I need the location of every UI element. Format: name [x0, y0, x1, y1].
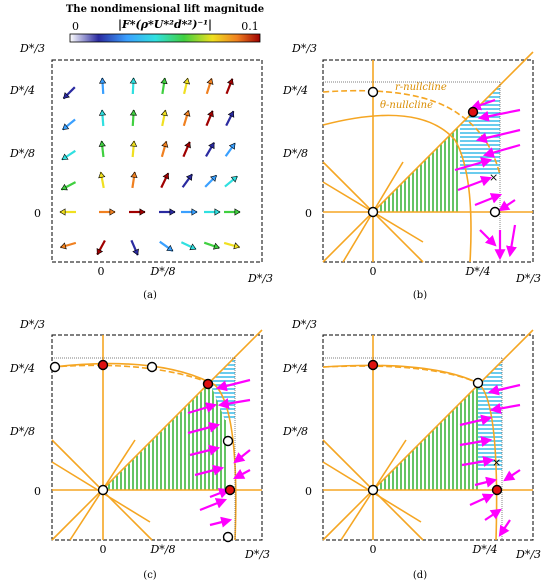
lift-arrow-head [213, 243, 219, 249]
colorbar-title: The nondimensional lift magnitude [66, 4, 264, 15]
panel-c: D*/3 D*/4 D*/8 0 0 D*/8 D*/3 (c) [9, 318, 270, 581]
cross-marker: × [489, 171, 498, 184]
lift-arrow-head [208, 111, 214, 117]
caption-d: (d) [413, 570, 427, 581]
panel-d-xtick-d3: D*/3 [515, 548, 541, 561]
fixed-point-origin [369, 208, 378, 217]
panel-b-ytick-d3: D*/3 [291, 42, 317, 55]
panel-a-ytick-d4: D*/4 [9, 84, 35, 97]
fixed-point-unstable [474, 379, 483, 388]
lift-arrow-head [131, 141, 137, 146]
panel-d-ytick-d8: D*/8 [282, 425, 308, 438]
colorbar-max-label: 0.1 [241, 20, 259, 33]
panel-d-xtick-zero: 0 [370, 543, 377, 556]
panel-b-xtick-d4: D*/4 [464, 265, 490, 278]
panel-c-ytick-d3: D*/3 [19, 318, 45, 331]
panel-c-xtick-zero: 0 [100, 543, 107, 556]
panel-d: × D*/3 D*/4 D*/8 0 0 D*/4 D*/3 (d) [282, 318, 541, 581]
lift-arrow-head [100, 78, 106, 83]
colorbar-gradient [70, 34, 260, 42]
cross-marker: × [492, 456, 501, 469]
lift-arrow-head [110, 209, 115, 215]
fixed-point-stable [204, 380, 213, 389]
theta-nullcline-label: θ-nullcline [380, 100, 433, 111]
fixed-point-stable [99, 361, 108, 370]
panel-a-xtick-d3: D*/3 [247, 272, 273, 285]
panel-a-frame [52, 60, 262, 262]
panel-b-ytick-d8: D*/8 [282, 147, 308, 160]
panel-d-xtick-d4: D*/4 [471, 543, 497, 556]
panel-c-ytick-zero: 0 [34, 485, 41, 498]
panel-b: r-nullcline θ-nullcline × D*/3 D*/4 D*/8… [282, 42, 541, 301]
lift-arrow-head [161, 78, 167, 84]
lift-arrow-head [99, 110, 105, 115]
fixed-point-stable [226, 486, 235, 495]
lift-arrow-head [228, 79, 234, 85]
fixed-point-stable [469, 108, 478, 117]
lift-arrow-head [99, 141, 105, 146]
panel-b-xtick-zero: 0 [370, 265, 377, 278]
panel-a-xtick-zero: 0 [98, 265, 105, 278]
fixed-point-unstable [224, 533, 233, 542]
lift-arrow-head [99, 172, 105, 178]
fixed-point-unstable [369, 88, 378, 97]
panel-d-ytick-d4: D*/4 [282, 362, 308, 375]
colorbar-formula: |F*(ρ*U*²d*²)⁻¹| [118, 18, 212, 31]
stable-region-hatch [103, 383, 228, 490]
panel-b-ytick-d4: D*/4 [282, 84, 308, 97]
panel-d-ytick-d3: D*/3 [291, 318, 317, 331]
symmetry-lines [52, 330, 262, 540]
fixed-point-stable [369, 361, 378, 370]
fixed-point-stable [493, 486, 502, 495]
caption-a: (a) [143, 290, 157, 301]
panel-a-ytick-d8: D*/8 [9, 147, 35, 160]
fixed-point-unstable [148, 363, 157, 372]
caption-b: (b) [413, 290, 427, 301]
panel-a: D*/3 D*/4 D*/8 0 0 D*/8 D*/3 (a) [9, 42, 273, 301]
panel-d-ytick-zero: 0 [305, 485, 312, 498]
r-nullcline-label: r-nullcline [395, 82, 447, 93]
lift-arrow-head [207, 79, 213, 85]
colorbar-min-label: 0 [72, 20, 79, 33]
panel-b-ytick-zero: 0 [305, 207, 312, 220]
lift-arrow-head [130, 78, 136, 83]
panel-c-ytick-d4: D*/4 [9, 362, 35, 375]
panel-c-xtick-d8: D*/8 [149, 543, 175, 556]
lift-arrow-head [130, 110, 136, 115]
lift-arrow-head [60, 209, 65, 215]
lift-arrow-head [140, 209, 145, 215]
lift-arrow-head [170, 209, 175, 215]
panel-c-ytick-d8: D*/8 [9, 425, 35, 438]
r-nullcline-curve [52, 365, 210, 383]
panel-a-ytick-zero: 0 [34, 207, 41, 220]
lift-arrow-head [192, 209, 197, 215]
fixed-point-unstable [51, 363, 60, 372]
panel-b-xtick-d3: D*/3 [515, 272, 541, 285]
fixed-point-unstable [224, 437, 233, 446]
lift-arrow-head [184, 78, 190, 84]
fixed-point-unstable [491, 208, 500, 217]
fixed-point-origin [99, 486, 108, 495]
lift-arrow-head [161, 110, 167, 116]
lift-arrow-head [215, 209, 220, 215]
lift-arrow-head [131, 172, 137, 178]
panel-a-ytick-d3: D*/3 [19, 42, 45, 55]
lift-arrow-field [60, 78, 240, 255]
panel-c-xtick-d3: D*/3 [244, 548, 270, 561]
unstable-region-hatch [478, 360, 502, 470]
caption-c: (c) [143, 570, 157, 581]
lift-arrow-head [235, 209, 240, 215]
panel-a-xtick-d8: D*/8 [149, 265, 175, 278]
colorbar: The nondimensional lift magnitude 0 |F*(… [66, 4, 264, 42]
fixed-point-origin [369, 486, 378, 495]
